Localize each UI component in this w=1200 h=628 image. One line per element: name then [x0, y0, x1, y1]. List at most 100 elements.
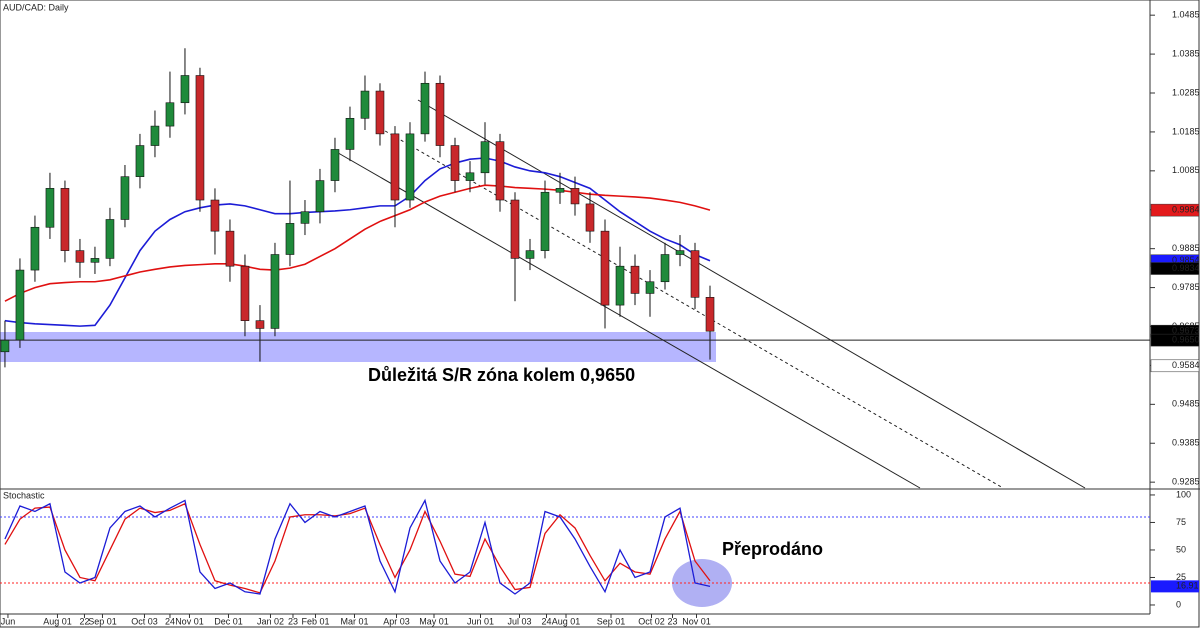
candle-body [390, 133, 400, 201]
annotation: Důležitá S/R zóna kolem 0,9650 [368, 365, 635, 385]
x-tick-label: Oct 02 [638, 616, 665, 626]
y-tick-label: 0 [1176, 599, 1181, 609]
candle-body [285, 223, 295, 255]
y-tick-label: 75 [1176, 517, 1186, 527]
candle-body [90, 258, 100, 263]
price-marker-label: 0.9673 [1172, 326, 1200, 336]
y-tick-label: 100 [1176, 489, 1191, 499]
price-marker [1150, 359, 1200, 373]
price-marker-label: 0.9854 [1172, 255, 1200, 265]
candle-body [615, 265, 625, 306]
y-tick-label: 0.9285 [1172, 477, 1200, 487]
candle-body [570, 188, 580, 205]
x-tick-label: Aug 01 [552, 616, 581, 626]
candle-body [75, 250, 85, 263]
x-tick-label: Jun [1, 616, 16, 626]
y-tick-label: 0.9785 [1172, 282, 1200, 292]
x-tick-label: Apr 03 [383, 616, 410, 626]
moving-average [4, 184, 711, 302]
moving-average [4, 157, 711, 327]
candle-body [120, 176, 130, 220]
x-tick-label: Feb 01 [301, 616, 329, 626]
candle-body [630, 265, 640, 294]
panel-title: Stochastic [3, 490, 45, 500]
x-tick-label: 24 [541, 616, 551, 626]
value-marker-label: 16.91 [1176, 581, 1199, 591]
x-tick-label: Mar 01 [340, 616, 368, 626]
price-marker-label: 0.9984 [1172, 205, 1200, 215]
price-marker-label: 0.9584 [1172, 360, 1200, 370]
stochastic-line [4, 498, 711, 595]
candle-body [330, 149, 340, 181]
y-tick-label: 1.0185 [1172, 126, 1200, 136]
candle-body [180, 75, 190, 104]
candle-body [495, 141, 505, 201]
candle-body [15, 269, 25, 341]
x-tick-label: Sep 01 [88, 616, 117, 626]
candle-body [195, 75, 205, 201]
channel-upper [417, 99, 1086, 489]
candle-body [210, 199, 220, 232]
price-marker-label: 0.9834 [1172, 263, 1200, 273]
price-marker [1150, 262, 1200, 275]
candle-body [255, 320, 265, 329]
x-tick-label: Sep 01 [597, 616, 626, 626]
candle-body [540, 191, 550, 251]
chart-title: AUD/CAD: Daily [3, 2, 69, 12]
candle-body [480, 141, 490, 174]
candle-body [600, 230, 610, 306]
candle-body [465, 172, 475, 181]
candle-body [705, 297, 715, 332]
x-tick-label: May 01 [419, 616, 449, 626]
candle-body [0, 339, 10, 353]
candle-body [225, 230, 235, 267]
candle-body [135, 145, 145, 177]
candle-body [240, 265, 250, 321]
candle-body [60, 188, 70, 251]
x-tick-label: 22 [79, 616, 89, 626]
x-tick-label: Jun 01 [467, 616, 494, 626]
value-marker [1151, 580, 1199, 593]
x-tick-label: 24 [165, 616, 175, 626]
y-tick-label: 1.0285 [1172, 87, 1200, 97]
x-tick-label: Aug 01 [43, 616, 72, 626]
candle-body [150, 125, 160, 146]
candle-body [270, 254, 280, 329]
candle-body [510, 199, 520, 259]
candle-body [45, 188, 55, 228]
x-tick-label: Dec 01 [214, 616, 243, 626]
x-tick-label: Nov 01 [175, 616, 204, 626]
candle-body [675, 250, 685, 255]
candle-body [360, 90, 370, 119]
channel-lower [332, 149, 921, 489]
candle-body [300, 211, 310, 224]
price-marker [1150, 203, 1200, 217]
x-tick-label: Nov 01 [682, 616, 711, 626]
y-tick-label: 0.9385 [1172, 438, 1200, 448]
candle-body [30, 226, 40, 271]
y-tick-label: 1.0085 [1172, 165, 1200, 175]
candle-body [645, 281, 655, 294]
candle-body [585, 203, 595, 232]
candle-body [405, 133, 415, 201]
candle-body [420, 82, 430, 135]
candle-body [690, 250, 700, 298]
y-tick-label: 1.0485 [1172, 10, 1200, 20]
candle-body [450, 145, 460, 181]
candle-body [165, 102, 175, 127]
candle-body [555, 188, 565, 193]
y-tick-label: 50 [1176, 544, 1186, 554]
candle-body [525, 250, 535, 259]
candle-body [660, 254, 670, 283]
price-marker [1150, 333, 1200, 347]
price-marker-label: 0.9650 [1172, 334, 1200, 344]
sr-zone [0, 332, 716, 362]
candle-body [375, 90, 385, 135]
x-tick-label: 23 [288, 616, 298, 626]
x-tick-label: Jan 02 [257, 616, 284, 626]
stochastic-line [4, 502, 711, 594]
